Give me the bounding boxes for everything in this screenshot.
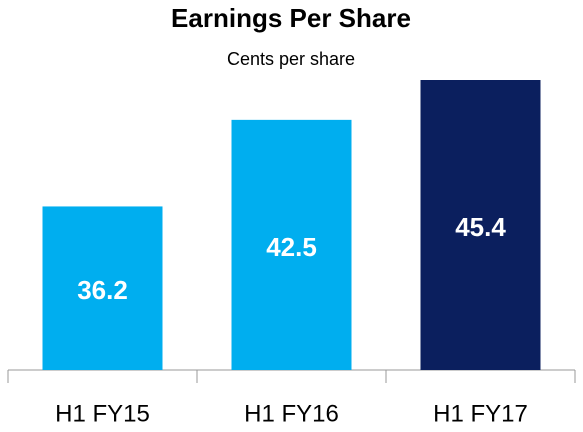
data-label: 45.4 (455, 212, 506, 242)
chart-title: Earnings Per Share (171, 3, 411, 33)
bar (42, 206, 163, 370)
x-tick-label: H1 FY17 (433, 400, 528, 427)
bar (420, 80, 541, 370)
bar (231, 119, 352, 370)
chart-subtitle: Cents per share (227, 49, 355, 69)
data-label: 42.5 (266, 232, 317, 262)
data-label: 36.2 (77, 275, 128, 305)
x-tick-label: H1 FY15 (55, 400, 150, 427)
x-tick-label: H1 FY16 (244, 400, 339, 427)
